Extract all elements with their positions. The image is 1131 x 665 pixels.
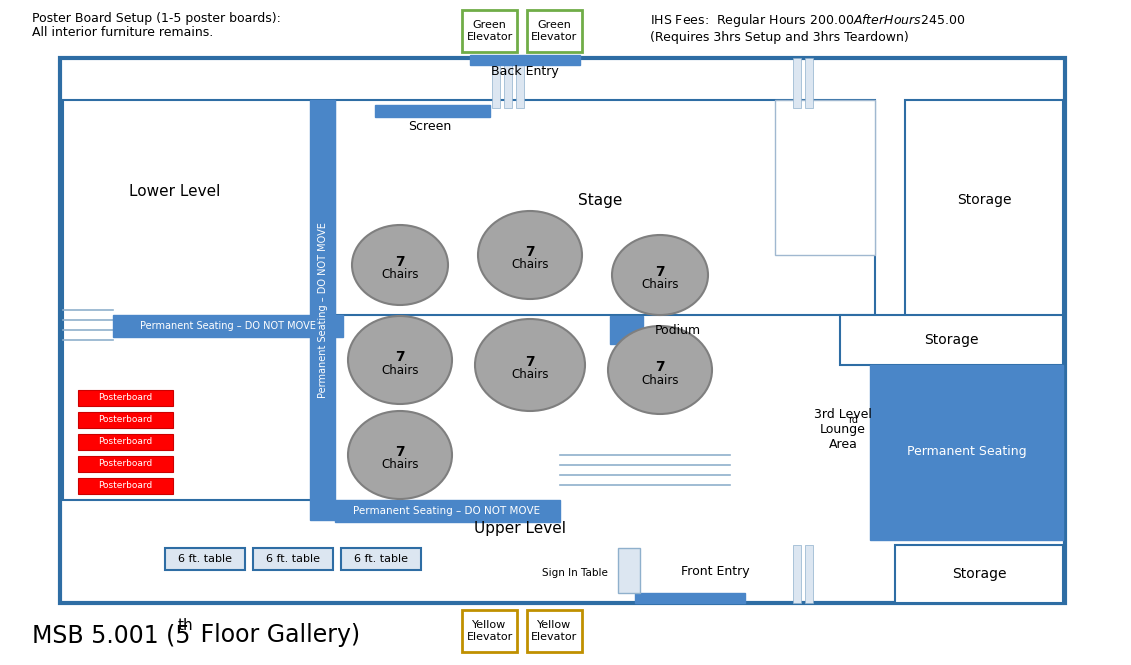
Text: Chairs: Chairs — [381, 458, 418, 471]
Bar — [335, 500, 560, 522]
Bar — [253, 548, 333, 570]
Text: Chairs: Chairs — [381, 269, 418, 281]
Bar — [793, 545, 801, 603]
Bar — [492, 58, 500, 108]
Text: Front Entry: Front Entry — [681, 565, 750, 579]
Text: 6 ft. table: 6 ft. table — [354, 554, 408, 564]
Bar — [527, 10, 582, 52]
Text: Yellow
Elevator: Yellow Elevator — [532, 620, 578, 642]
Bar — [375, 105, 490, 117]
Text: Posterboard: Posterboard — [98, 394, 153, 402]
Text: Posterboard: Posterboard — [98, 438, 153, 446]
Text: Back Entry: Back Entry — [491, 65, 559, 78]
Text: Permanent Seating – DO NOT MOVE: Permanent Seating – DO NOT MOVE — [318, 222, 328, 398]
Bar — [470, 55, 580, 65]
Text: Upper Level: Upper Level — [474, 521, 566, 535]
Text: 7: 7 — [655, 360, 665, 374]
Bar — [527, 610, 582, 652]
Bar — [870, 365, 1063, 540]
Bar — [618, 548, 640, 593]
Bar — [905, 100, 1063, 325]
Text: Floor Gallery): Floor Gallery) — [193, 623, 360, 647]
Text: Posterboard: Posterboard — [98, 460, 153, 469]
Text: Stage: Stage — [578, 192, 622, 207]
Bar — [840, 315, 1063, 365]
Bar — [610, 316, 644, 344]
Bar — [634, 593, 745, 603]
Text: Permanent Seating – DO NOT MOVE: Permanent Seating – DO NOT MOVE — [353, 506, 541, 516]
Text: Posterboard: Posterboard — [98, 481, 153, 491]
Text: Chairs: Chairs — [511, 368, 549, 382]
Text: All interior furniture remains.: All interior furniture remains. — [32, 26, 214, 39]
Text: Chairs: Chairs — [641, 279, 679, 291]
Text: 7: 7 — [395, 350, 405, 364]
Bar — [461, 10, 517, 52]
Text: MSB 5.001 (5: MSB 5.001 (5 — [32, 623, 190, 647]
Bar — [78, 390, 173, 406]
Text: Yellow
Elevator: Yellow Elevator — [466, 620, 512, 642]
Bar — [516, 58, 524, 108]
Text: th: th — [178, 618, 193, 634]
Text: Chairs: Chairs — [381, 364, 418, 376]
Text: Sign In Table: Sign In Table — [542, 568, 608, 578]
Text: rd: rd — [848, 415, 858, 425]
Ellipse shape — [348, 411, 452, 499]
Bar — [504, 58, 512, 108]
Text: Storage: Storage — [957, 193, 1011, 207]
Text: 7: 7 — [395, 255, 405, 269]
Text: Permanent Seating – DO NOT MOVE: Permanent Seating – DO NOT MOVE — [140, 321, 316, 331]
Text: 7: 7 — [655, 265, 665, 279]
Bar — [805, 545, 813, 603]
Text: 3rd Level
Lounge
Area: 3rd Level Lounge Area — [814, 408, 872, 452]
Bar — [113, 315, 343, 337]
Bar — [78, 456, 173, 472]
Text: Screen: Screen — [408, 120, 451, 132]
Text: Lower Level: Lower Level — [129, 184, 221, 200]
Ellipse shape — [352, 225, 448, 305]
Text: Posterboard: Posterboard — [98, 416, 153, 424]
Text: 7: 7 — [395, 445, 405, 459]
Bar — [461, 610, 517, 652]
Bar — [793, 58, 801, 108]
Bar — [342, 548, 421, 570]
Bar — [78, 434, 173, 450]
Bar — [310, 100, 335, 520]
Bar — [60, 58, 1065, 603]
Bar — [805, 58, 813, 108]
Ellipse shape — [478, 211, 582, 299]
Bar — [895, 545, 1063, 603]
Text: Green
Elevator: Green Elevator — [532, 20, 578, 42]
Text: 6 ft. table: 6 ft. table — [178, 554, 232, 564]
Text: Chairs: Chairs — [511, 259, 549, 271]
Text: Storage: Storage — [952, 567, 1007, 581]
Text: Permanent Seating: Permanent Seating — [907, 446, 1027, 458]
Bar — [165, 548, 245, 570]
Bar — [78, 412, 173, 428]
Bar — [335, 100, 875, 315]
Text: Chairs: Chairs — [641, 374, 679, 386]
Ellipse shape — [612, 235, 708, 315]
Ellipse shape — [475, 319, 585, 411]
Ellipse shape — [608, 326, 713, 414]
Text: 6 ft. table: 6 ft. table — [266, 554, 320, 564]
Text: Poster Board Setup (1-5 poster boards):: Poster Board Setup (1-5 poster boards): — [32, 12, 280, 25]
Text: 7: 7 — [525, 245, 535, 259]
Text: Green
Elevator: Green Elevator — [466, 20, 512, 42]
Text: Podium: Podium — [655, 323, 701, 336]
Bar — [775, 100, 875, 255]
Bar — [63, 100, 333, 500]
Text: IHS Fees:  Regular Hours $200.00  After Hours $245.00
(Requires 3hrs Setup and 3: IHS Fees: Regular Hours $200.00 After Ho… — [650, 12, 965, 44]
Bar — [78, 478, 173, 494]
Text: 7: 7 — [525, 355, 535, 369]
Text: Storage: Storage — [924, 333, 978, 347]
Ellipse shape — [348, 316, 452, 404]
